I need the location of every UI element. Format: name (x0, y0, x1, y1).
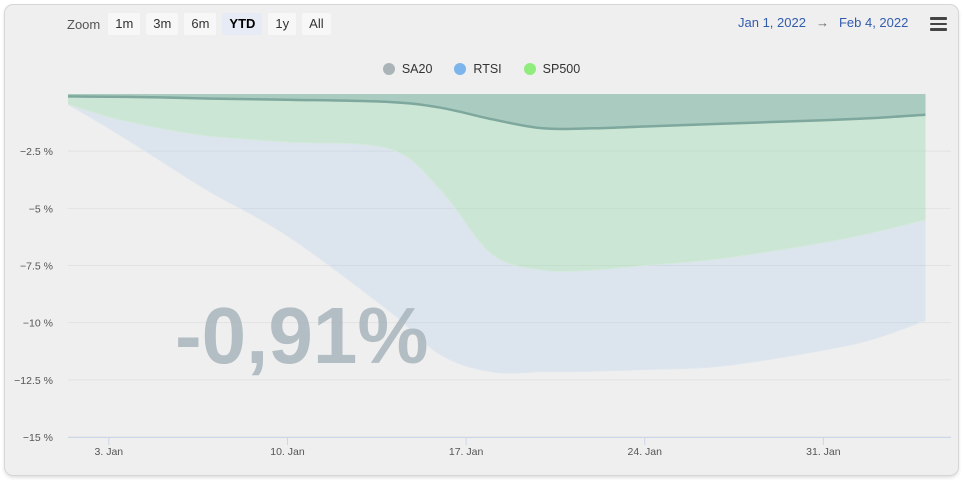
chart-card: Zoom 1m 3m 6m YTD 1y All Jan 1, 2022 → F… (5, 5, 958, 475)
overlay-value: -0,91% (175, 291, 428, 380)
y-tick-label: −5 % (29, 203, 53, 215)
x-tick-label: 24. Jan (628, 446, 663, 458)
hamburger-menu-icon[interactable] (926, 13, 950, 35)
y-tick-label: −2.5 % (20, 146, 53, 158)
x-tick-label: 31. Jan (806, 446, 841, 458)
menu-bar (929, 17, 947, 20)
menu-bar (929, 28, 947, 31)
range-to-input[interactable]: Feb 4, 2022 (838, 15, 909, 30)
date-range: Jan 1, 2022 → Feb 4, 2022 (738, 15, 908, 30)
y-tick-label: −15 % (23, 432, 53, 444)
zoom-1m-button[interactable]: 1m (108, 13, 141, 35)
y-tick-label: −10 % (23, 318, 53, 330)
zoom-label: Zoom (67, 16, 101, 32)
zoom-all-button[interactable]: All (302, 13, 331, 35)
x-tick-label: 10. Jan (270, 446, 305, 458)
area-sa20 (68, 94, 926, 130)
x-tick-label: 17. Jan (449, 446, 484, 458)
x-tick-label: 3. Jan (95, 446, 124, 458)
y-tick-label: −12.5 % (14, 375, 53, 387)
legend-dot-icon (382, 63, 395, 75)
legend-label-rtsi: RTSI (473, 62, 502, 76)
zoom-1y-button[interactable]: 1y (268, 13, 297, 35)
range-from-input[interactable]: Jan 1, 2022 (738, 15, 806, 30)
legend-dot-icon (454, 63, 467, 75)
area-sp500 (68, 94, 926, 272)
line-rtsi (68, 103, 926, 374)
legend-item-sp500[interactable]: SP500 (523, 62, 581, 76)
zoom-6m-button[interactable]: 6m (184, 13, 217, 35)
line-sa20 (68, 95, 926, 131)
legend-item-rtsi[interactable]: RTSI (454, 62, 502, 76)
legend-label-sp500: SP500 (542, 62, 581, 76)
legend-item-sa20[interactable]: SA20 (382, 62, 433, 76)
series-group (68, 94, 926, 374)
legend-dot-icon (523, 63, 536, 75)
zoom-selector: Zoom 1m 3m 6m YTD 1y All (67, 13, 331, 35)
menu-bar (929, 22, 947, 26)
range-arrow-icon: → (815, 15, 829, 30)
chart-plot: -0,91% −2.5 % −5 % −7.5 % −10 % −12.5 % −15 % 3… (14, 94, 951, 458)
zoom-3m-button[interactable]: 3m (146, 13, 179, 35)
y-tick-label: −7.5 % (20, 261, 53, 273)
legend-label-sa20: SA20 (401, 62, 433, 76)
chart-legend: SA20 RTSI SP500 (5, 62, 958, 76)
area-rtsi (68, 94, 926, 374)
zoom-ytd-button[interactable]: YTD (222, 13, 263, 35)
line-sp500 (68, 103, 926, 272)
